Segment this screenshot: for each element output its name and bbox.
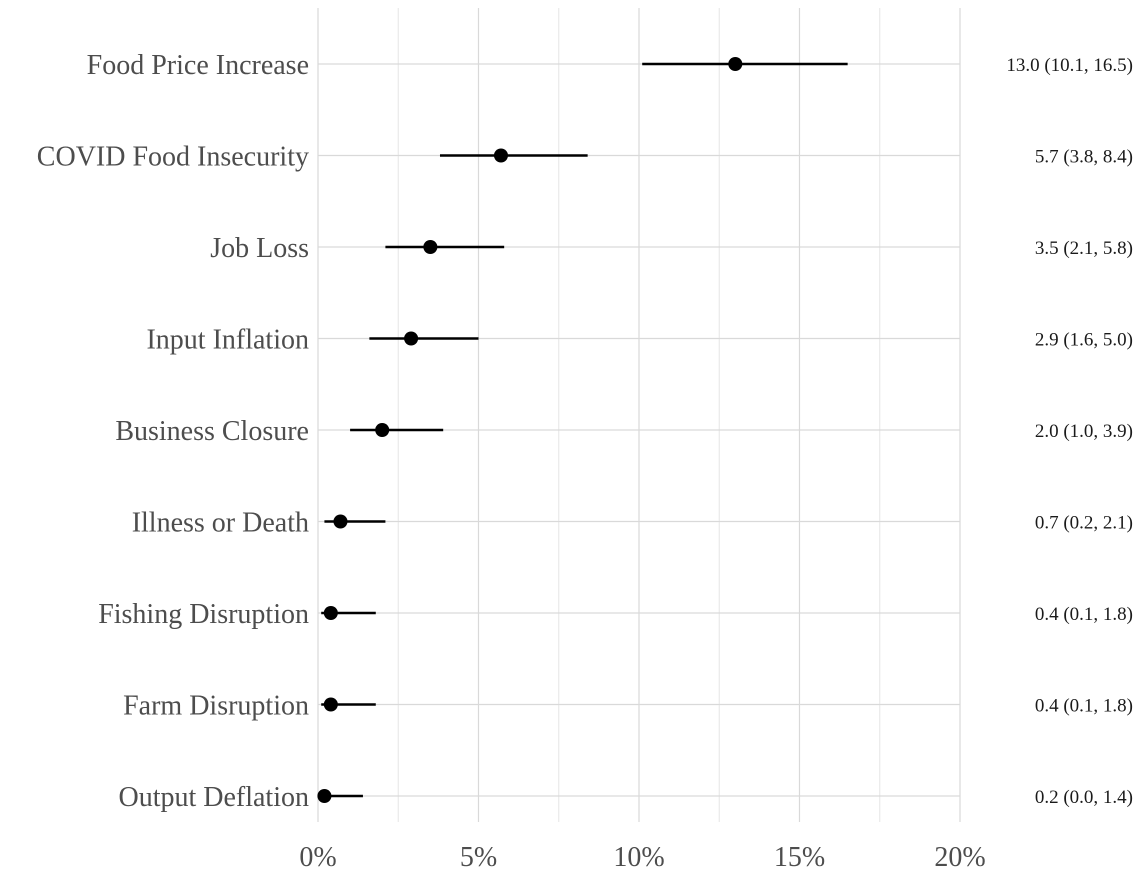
estimate-point	[728, 57, 743, 71]
estimate-label: 13.0 (10.1, 16.5)	[1006, 55, 1133, 76]
x-tick-label: 5%	[460, 842, 497, 873]
x-tick-label: 20%	[934, 842, 985, 873]
estimate-point	[323, 606, 338, 620]
category-label: Farm Disruption	[123, 691, 309, 722]
category-label: Illness or Death	[132, 508, 309, 539]
category-label: Food Price Increase	[87, 50, 309, 81]
estimate-point	[493, 148, 508, 163]
category-label: Job Loss	[210, 233, 309, 264]
x-tick-label: 10%	[613, 842, 664, 873]
estimate-point	[333, 514, 348, 529]
category-label: Output Deflation	[118, 782, 309, 813]
estimate-label: 0.7 (0.2, 2.1)	[1035, 513, 1133, 534]
estimate-point	[375, 423, 390, 437]
estimate-label: 5.7 (3.8, 8.4)	[1035, 147, 1133, 168]
category-label: Input Inflation	[146, 325, 309, 356]
estimate-label: 2.9 (1.6, 5.0)	[1035, 330, 1133, 351]
estimate-label: 0.4 (0.1, 1.8)	[1035, 604, 1133, 625]
estimate-point	[323, 697, 338, 712]
estimate-point	[404, 331, 419, 346]
x-tick-label: 0%	[299, 842, 336, 873]
x-tick-label: 15%	[774, 842, 825, 873]
estimate-point	[317, 789, 332, 803]
estimate-label: 0.4 (0.1, 1.8)	[1035, 696, 1133, 717]
estimate-label: 3.5 (2.1, 5.8)	[1035, 238, 1133, 259]
estimate-point	[423, 240, 438, 254]
category-label: Business Closure	[115, 416, 309, 447]
estimate-label: 0.2 (0.0, 1.4)	[1035, 787, 1133, 808]
estimate-label: 2.0 (1.0, 3.9)	[1035, 421, 1133, 442]
category-label: Fishing Disruption	[98, 599, 309, 630]
category-label: COVID Food Insecurity	[37, 142, 309, 173]
